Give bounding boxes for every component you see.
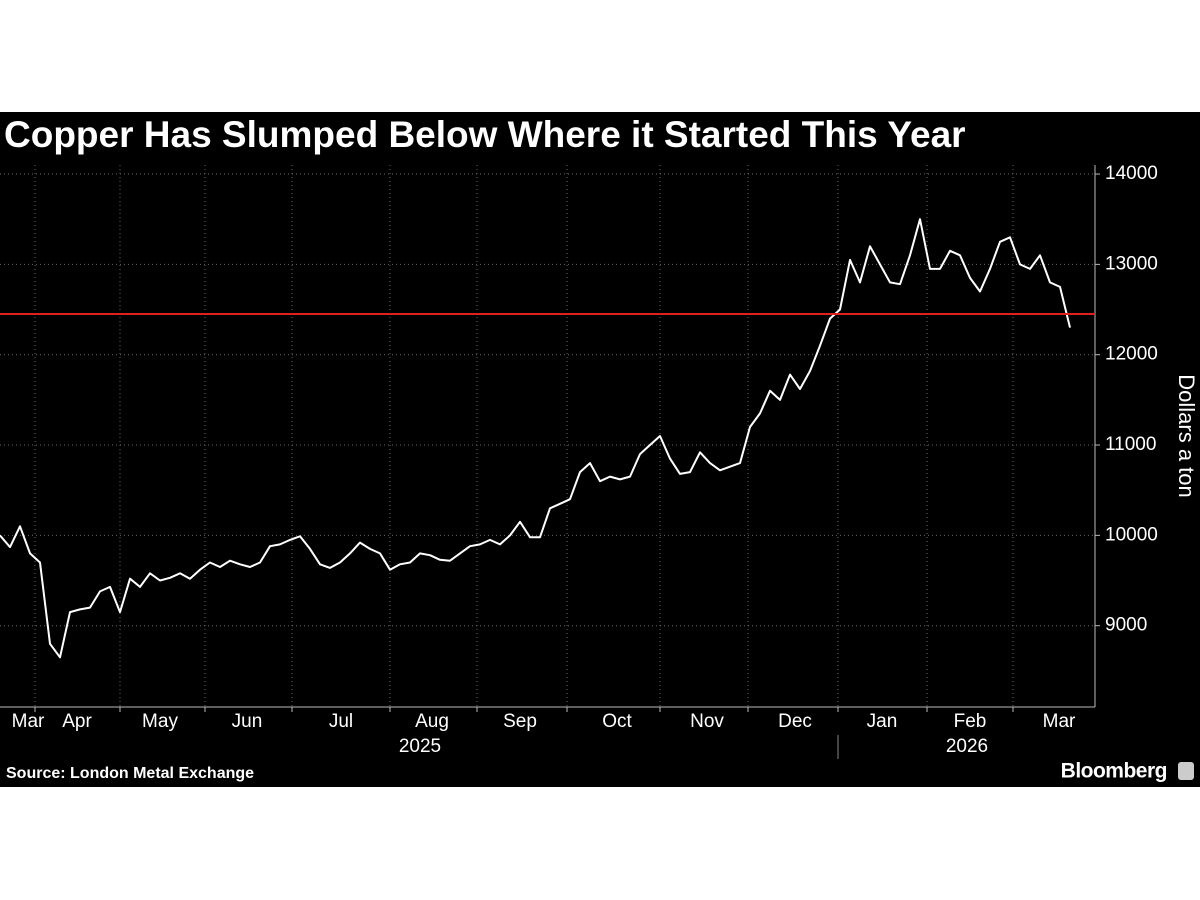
x-tick-label: Mar — [1043, 711, 1076, 732]
y-tick-label: 9000 — [1105, 615, 1147, 636]
y-tick-label: 13000 — [1105, 253, 1158, 274]
x-tick-label: Jan — [867, 711, 898, 732]
price-line — [0, 218, 1071, 659]
chart-background — [0, 112, 1200, 787]
x-tick-label: Dec — [778, 711, 812, 732]
chart-title: Copper Has Slumped Below Where it Starte… — [4, 114, 966, 155]
year-label: 2025 — [399, 736, 441, 757]
x-tick-label: Jun — [232, 711, 263, 732]
x-tick-label: May — [142, 711, 178, 732]
y-tick-label: 10000 — [1105, 524, 1158, 545]
x-tick-label: Jul — [329, 711, 353, 732]
x-tick-label: Oct — [602, 711, 632, 732]
x-tick-label: Apr — [62, 711, 92, 732]
year-label: 2026 — [946, 736, 988, 757]
brand: Bloomberg — [1061, 760, 1167, 783]
y-tick-label: 12000 — [1105, 344, 1158, 365]
x-tick-label: Feb — [954, 711, 987, 732]
x-tick-label: Aug — [415, 711, 449, 732]
y-tick-label: 14000 — [1105, 163, 1158, 184]
x-tick-label: Mar — [12, 711, 45, 732]
source: Source: London Metal Exchange — [6, 765, 254, 782]
x-tick-label: Nov — [690, 711, 724, 732]
x-tick-label: Sep — [503, 711, 537, 732]
y-axis-label: Dollars a ton — [1174, 374, 1199, 498]
y-tick-label: 11000 — [1105, 434, 1156, 455]
brand-icon — [1178, 762, 1194, 780]
